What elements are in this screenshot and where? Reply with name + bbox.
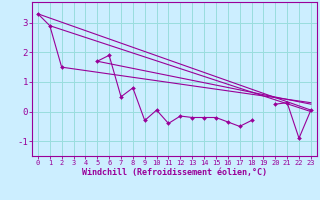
X-axis label: Windchill (Refroidissement éolien,°C): Windchill (Refroidissement éolien,°C) xyxy=(82,168,267,177)
